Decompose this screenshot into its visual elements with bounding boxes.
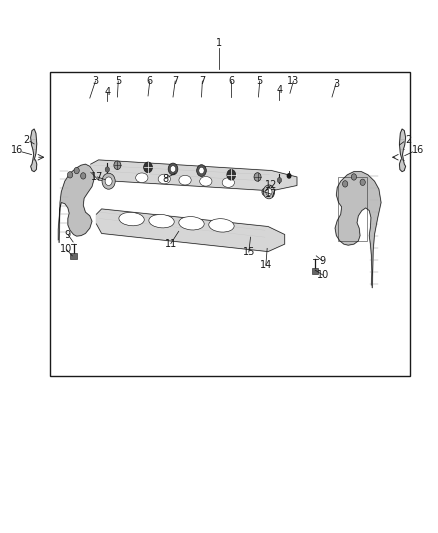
Bar [50,72,410,376]
Circle shape [277,177,282,183]
Ellipse shape [179,216,204,230]
Text: 16: 16 [11,146,23,155]
Polygon shape [335,172,381,288]
Circle shape [105,177,112,185]
Text: 6: 6 [147,76,153,86]
Text: 7: 7 [199,76,205,86]
Circle shape [144,162,152,173]
Circle shape [74,167,79,174]
Text: 8: 8 [162,174,169,183]
Text: 17: 17 [91,172,103,182]
Bar [70,253,77,259]
Text: 1: 1 [216,38,222,47]
Circle shape [170,166,176,172]
Circle shape [262,188,268,196]
Text: 2: 2 [23,135,29,144]
Ellipse shape [222,177,234,187]
Polygon shape [31,129,37,172]
Bar [312,268,318,274]
Text: 16: 16 [412,146,424,155]
Circle shape [197,165,206,176]
Circle shape [254,173,261,181]
Circle shape [67,172,73,178]
Polygon shape [91,160,297,191]
Ellipse shape [179,175,191,185]
Text: 9: 9 [320,256,326,266]
Text: 17: 17 [265,189,277,199]
Circle shape [351,174,357,180]
Ellipse shape [136,173,148,182]
Text: 6: 6 [228,76,234,86]
Text: 10: 10 [60,245,73,254]
Circle shape [199,167,204,174]
Text: 7: 7 [172,76,178,86]
Text: 13: 13 [287,76,300,86]
Text: 11: 11 [165,239,177,248]
Text: 4: 4 [104,87,110,96]
Polygon shape [399,129,406,172]
Ellipse shape [209,219,234,232]
Circle shape [343,181,348,187]
Ellipse shape [149,214,174,228]
Text: 12: 12 [265,181,277,190]
Ellipse shape [119,212,144,226]
Ellipse shape [158,174,170,184]
Circle shape [105,167,110,172]
Text: 9: 9 [65,230,71,239]
Text: 15: 15 [243,247,255,257]
Polygon shape [96,209,285,252]
Circle shape [114,161,121,169]
Circle shape [287,174,291,178]
Circle shape [168,163,178,175]
Circle shape [102,173,115,189]
Ellipse shape [200,176,212,186]
Text: 5: 5 [257,76,263,86]
Text: 4: 4 [276,85,283,94]
Polygon shape [58,164,94,243]
Text: 10: 10 [317,270,329,280]
Text: 2: 2 [405,135,411,144]
Circle shape [227,169,236,180]
Circle shape [263,185,275,199]
Text: 3: 3 [333,79,339,88]
Text: 3: 3 [92,76,99,86]
Text: 5: 5 [115,76,121,86]
Text: 14: 14 [260,260,272,270]
Circle shape [266,188,272,196]
Circle shape [81,173,86,179]
Circle shape [360,179,365,185]
Bar [338,177,367,241]
